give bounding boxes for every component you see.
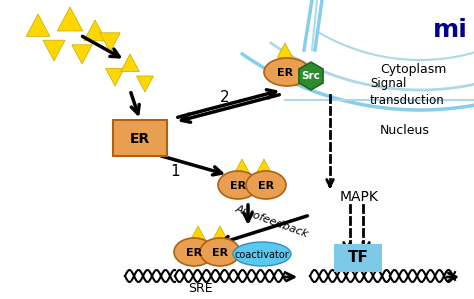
FancyBboxPatch shape — [113, 120, 167, 156]
Polygon shape — [84, 20, 106, 41]
Text: Autofeedback: Autofeedback — [234, 203, 310, 239]
Polygon shape — [57, 7, 83, 31]
Text: SRE: SRE — [188, 283, 212, 295]
Text: MAPK: MAPK — [340, 190, 379, 204]
Polygon shape — [100, 33, 120, 52]
Text: Cytoplasm: Cytoplasm — [380, 63, 447, 77]
Polygon shape — [106, 68, 124, 86]
Ellipse shape — [264, 58, 310, 86]
Text: ER: ER — [230, 181, 246, 191]
Text: ER: ER — [277, 68, 293, 78]
Text: ER: ER — [212, 248, 228, 258]
Polygon shape — [191, 226, 206, 240]
Ellipse shape — [218, 171, 258, 199]
Polygon shape — [121, 54, 139, 71]
Text: mi: mi — [433, 18, 468, 42]
Text: Nucleus: Nucleus — [380, 123, 430, 137]
Polygon shape — [256, 159, 272, 173]
Text: Src: Src — [301, 71, 320, 81]
Ellipse shape — [233, 242, 291, 266]
Text: ER: ER — [186, 248, 202, 258]
Text: 1: 1 — [170, 164, 180, 179]
Polygon shape — [212, 226, 228, 240]
Ellipse shape — [246, 171, 286, 199]
Polygon shape — [234, 159, 250, 173]
Polygon shape — [26, 14, 50, 36]
Polygon shape — [137, 76, 154, 92]
Polygon shape — [72, 45, 92, 64]
Text: ER: ER — [130, 132, 150, 146]
Polygon shape — [299, 62, 323, 90]
Ellipse shape — [200, 238, 240, 266]
Polygon shape — [277, 43, 292, 57]
Text: coactivator: coactivator — [235, 250, 289, 260]
Polygon shape — [43, 40, 65, 61]
Text: ER: ER — [258, 181, 274, 191]
Ellipse shape — [174, 238, 214, 266]
Text: TF: TF — [347, 251, 368, 266]
Text: 2: 2 — [220, 89, 230, 104]
Text: Signal
transduction: Signal transduction — [370, 77, 445, 106]
FancyBboxPatch shape — [334, 244, 382, 272]
